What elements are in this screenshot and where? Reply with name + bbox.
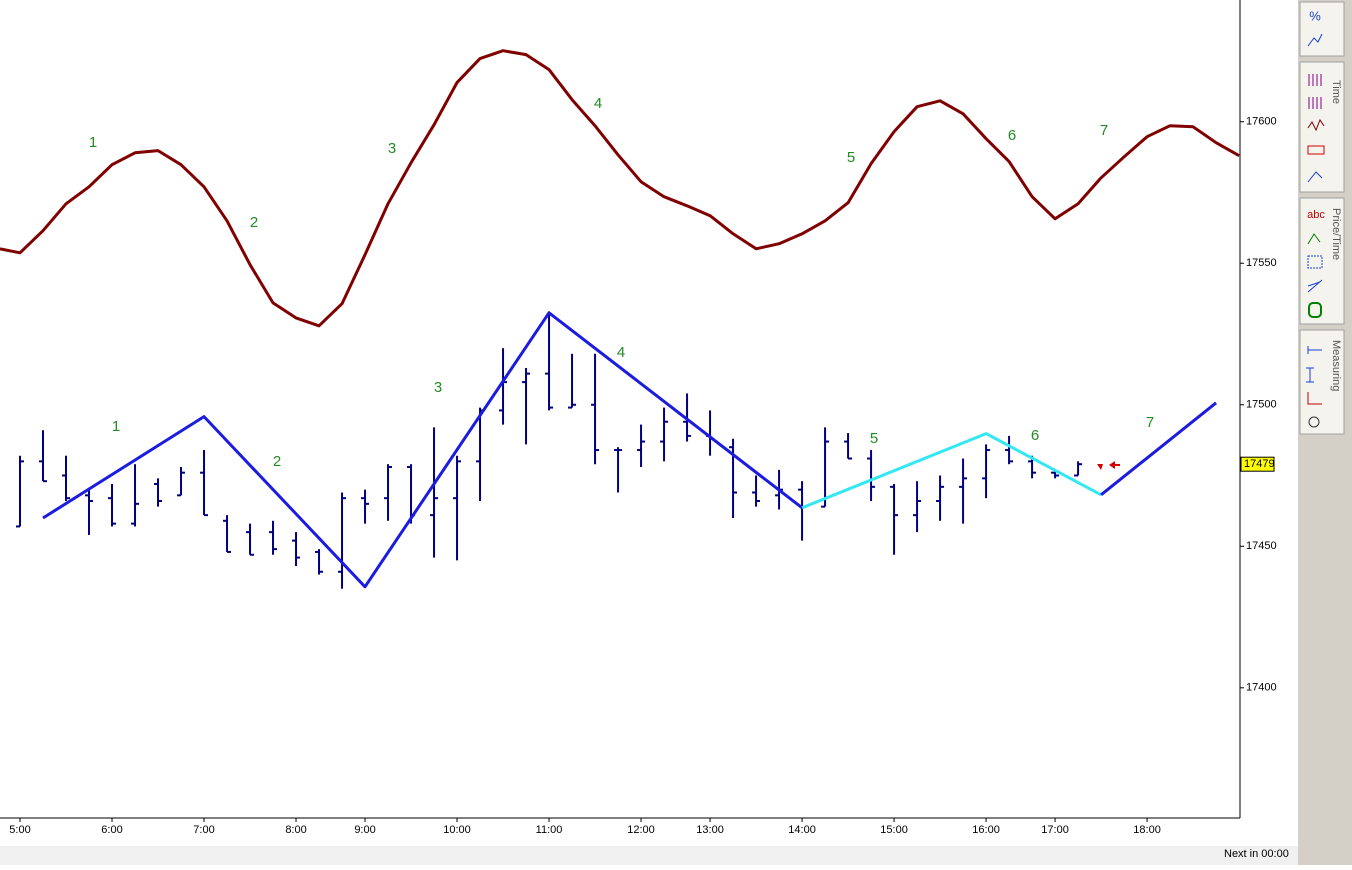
x-tick-label: 13:00 bbox=[696, 824, 724, 836]
toolbar-button[interactable] bbox=[1307, 118, 1325, 132]
x-tick-label: 9:00 bbox=[354, 824, 375, 836]
toolbar-button[interactable] bbox=[1307, 233, 1321, 245]
toolbar-button[interactable]: abc bbox=[1307, 209, 1325, 221]
y-tick-label: 17550 bbox=[1246, 257, 1277, 269]
wave-label: 1 bbox=[89, 134, 97, 151]
wave-label: 5 bbox=[870, 430, 878, 447]
wave-label: 3 bbox=[388, 140, 396, 157]
wave-label: 6 bbox=[1031, 427, 1039, 444]
toolbar-button[interactable] bbox=[1308, 74, 1322, 86]
x-tick-label: 17:00 bbox=[1041, 824, 1069, 836]
y-tick-label: 17500 bbox=[1246, 399, 1277, 411]
line bbox=[801, 432, 1102, 510]
y-tick-label: 17450 bbox=[1246, 540, 1277, 552]
x-tick-label: 16:00 bbox=[972, 824, 1000, 836]
toolbar-tab[interactable]: Measuring bbox=[1330, 340, 1342, 391]
y-tick-label: 17400 bbox=[1246, 682, 1277, 694]
toolbar-button[interactable] bbox=[1307, 145, 1325, 155]
wave-label: 5 bbox=[847, 149, 855, 166]
y-tick-label: 17600 bbox=[1246, 116, 1277, 128]
wave-label: 2 bbox=[273, 453, 281, 470]
x-tick-label: 7:00 bbox=[193, 824, 214, 836]
last-price-box bbox=[1240, 456, 1275, 472]
toolbar-button[interactable] bbox=[1307, 255, 1323, 269]
x-tick-label: 14:00 bbox=[788, 824, 816, 836]
order-marker bbox=[1097, 461, 1120, 470]
x-tick-label: 11:00 bbox=[536, 824, 563, 836]
toolbar-button[interactable] bbox=[1307, 33, 1323, 47]
toolbar-button[interactable] bbox=[1308, 97, 1322, 109]
toolbar-button[interactable] bbox=[1307, 346, 1322, 354]
wave-label: 6 bbox=[1008, 127, 1016, 144]
toolbar-button[interactable] bbox=[1306, 367, 1314, 383]
wave-label: 3 bbox=[434, 379, 442, 396]
toolbar-button[interactable] bbox=[1308, 416, 1320, 428]
toolbar-tab[interactable]: Time bbox=[1330, 80, 1342, 104]
x-tick-label: 8:00 bbox=[285, 824, 306, 836]
toolbar-panel bbox=[1299, 61, 1345, 193]
x-tick-label: 10:00 bbox=[443, 824, 471, 836]
toolbar-button[interactable] bbox=[1307, 279, 1323, 293]
status-bar bbox=[0, 846, 1298, 865]
toolbar-tab[interactable]: Price/Time bbox=[1330, 208, 1342, 260]
x-tick-label: 18:00 bbox=[1133, 824, 1161, 836]
toolbar-button[interactable] bbox=[1307, 392, 1322, 405]
toolbar-button[interactable] bbox=[1307, 171, 1323, 183]
x-tick-label: 6:00 bbox=[101, 824, 122, 836]
wave-label: 4 bbox=[617, 344, 625, 361]
line bbox=[42, 311, 804, 589]
toolbar-button[interactable]: % bbox=[1309, 8, 1321, 23]
last-price-label: 17479 bbox=[1244, 458, 1275, 470]
wave-label: 1 bbox=[112, 418, 120, 435]
wave-label: 4 bbox=[594, 95, 602, 112]
wave-label: 7 bbox=[1146, 414, 1154, 431]
toolbar-panel bbox=[1299, 1, 1345, 57]
wave-label: 2 bbox=[250, 214, 258, 231]
x-tick-label: 15:00 bbox=[880, 824, 908, 836]
line bbox=[0, 49, 1240, 328]
toolbar-button[interactable] bbox=[1308, 302, 1322, 318]
wave-label: 7 bbox=[1100, 122, 1108, 139]
x-tick-label: 12:00 bbox=[627, 824, 655, 836]
line bbox=[1100, 401, 1218, 496]
status-text: Next in 00:00 bbox=[1224, 848, 1289, 860]
x-tick-label: 5:00 bbox=[9, 824, 30, 836]
